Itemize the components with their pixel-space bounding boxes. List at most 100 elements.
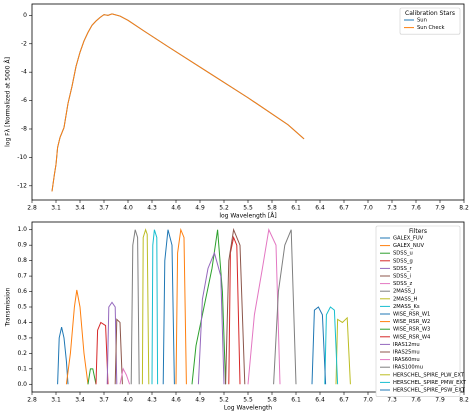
- x-tick-label: 7.9: [435, 205, 445, 212]
- legend-title: Calibration Stars: [405, 10, 455, 17]
- legend-label: SDSS_u: [393, 251, 413, 257]
- x-tick-label: 7.6: [411, 205, 421, 212]
- x-tick-label: 7.9: [435, 397, 445, 404]
- legend-label: HERSCHEL_SPIRE_PSW_EXT: [393, 388, 466, 394]
- legend-label: Sun: [417, 18, 427, 24]
- x-tick-label: 4.6: [171, 205, 181, 212]
- y-tick-label: 1.0: [17, 226, 27, 233]
- legend-label: WISE_RSR_W4: [393, 334, 431, 340]
- y-tick-label: -2: [21, 40, 27, 47]
- series-line: [95, 321, 109, 385]
- x-tick-label: 7.0: [363, 205, 373, 212]
- y-axis-label: log Fλ [Normalized at 5000 Å]: [5, 57, 12, 147]
- x-tick-label: 8.2: [459, 397, 469, 404]
- series-line: [175, 227, 187, 385]
- series-line: [225, 227, 246, 385]
- x-tick-label: 5.8: [267, 397, 277, 404]
- y-tick-label: 0.0: [17, 381, 27, 388]
- y-tick-label: 0: [23, 12, 27, 19]
- x-tick-label: 5.2: [219, 205, 229, 212]
- series-line: [151, 229, 159, 385]
- x-tick-label: 5.5: [243, 397, 253, 404]
- series-line: [324, 306, 339, 385]
- legend-label: SDSS_z: [393, 281, 412, 287]
- series-line: [87, 368, 97, 385]
- x-tick-label: 3.4: [75, 397, 85, 404]
- legend-label: WISE_RSR_W3: [393, 327, 430, 333]
- x-tick-label: 7.0: [363, 397, 373, 404]
- series-line: [51, 13, 305, 192]
- x-tick-label: 7.3: [387, 205, 397, 212]
- legend-label: GALEX_NUV: [393, 243, 425, 249]
- legend-label: IRAS25mu: [393, 350, 420, 356]
- x-tick-label: 6.7: [339, 205, 349, 212]
- y-tick-label: 0.6: [17, 288, 27, 295]
- legend-label: IRAS100mu: [393, 365, 423, 371]
- x-tick-label: 3.7: [99, 205, 109, 212]
- series-line: [65, 289, 89, 385]
- y-axis-label: Transmission: [5, 287, 12, 327]
- y-tick-label: -6: [21, 97, 27, 104]
- series-line: [311, 306, 327, 385]
- plot-frame: [31, 221, 465, 393]
- x-tick-label: 6.7: [339, 397, 349, 404]
- x-tick-label: 4.6: [171, 397, 181, 404]
- x-tick-label: 6.4: [315, 205, 325, 212]
- y-tick-label: -8: [21, 125, 27, 132]
- legend-label: IRAS60mu: [393, 357, 420, 363]
- series-line: [162, 229, 175, 385]
- x-tick-label: 4.9: [195, 205, 205, 212]
- x-tick-label: 6.4: [315, 397, 325, 404]
- legend-label: 2MASS_H: [393, 296, 418, 302]
- legend-label: GALEX_FUV: [393, 236, 424, 242]
- legend-title: Filters: [409, 228, 427, 235]
- y-tick-label: -12: [17, 182, 27, 189]
- series-line: [106, 301, 118, 385]
- y-tick-label: 0.9: [17, 242, 27, 249]
- series-line: [119, 367, 131, 385]
- x-tick-label: 8.2: [459, 205, 469, 212]
- legend-label: SDSS_i: [393, 274, 411, 280]
- legend-box: [375, 225, 461, 397]
- y-tick-label: 0.2: [17, 350, 27, 357]
- series-line: [197, 251, 225, 385]
- series-line: [191, 229, 227, 385]
- x-tick-label: 4.9: [195, 397, 205, 404]
- legend-label: 2MASS_J: [393, 289, 416, 295]
- legend-label: Sun Check: [417, 25, 444, 31]
- y-tick-label: 0.1: [17, 365, 27, 372]
- legend-label: WISE_RSR_W1: [393, 312, 430, 318]
- series-line: [228, 235, 241, 385]
- x-tick-label: 3.7: [99, 397, 109, 404]
- series-line: [57, 326, 69, 385]
- x-tick-label: 3.4: [75, 205, 85, 212]
- x-tick-label: 3.1: [51, 397, 61, 404]
- legend-label: HERSCHEL_SPIRE_PMW_EXT: [393, 380, 467, 386]
- x-tick-label: 2.8: [27, 205, 37, 212]
- plot-frame: [31, 3, 465, 201]
- x-tick-label: 4.3: [147, 205, 157, 212]
- series-line: [51, 13, 305, 192]
- y-tick-label: 0.8: [17, 257, 27, 264]
- series-line: [114, 318, 123, 385]
- x-tick-label: 2.8: [27, 397, 37, 404]
- series-line: [247, 228, 281, 385]
- x-tick-label: 5.2: [219, 397, 229, 404]
- x-tick-label: 3.1: [51, 205, 61, 212]
- y-tick-label: -4: [21, 69, 27, 76]
- legend-label: HERSCHEL_SPIRE_PLW_EXT: [393, 372, 465, 378]
- legend-label: SDSS_g: [393, 258, 413, 264]
- x-tick-label: 4.0: [123, 397, 133, 404]
- x-tick-label: 6.1: [291, 397, 301, 404]
- x-axis-label: Log Wavelength: [224, 405, 272, 412]
- legend-label: WISE_RSR_W2: [393, 319, 430, 325]
- y-tick-label: 0.3: [17, 334, 27, 341]
- series-line: [335, 316, 351, 385]
- y-tick-label: 0.4: [17, 319, 27, 326]
- x-tick-label: 5.5: [243, 205, 253, 212]
- x-tick-label: 4.0: [123, 205, 133, 212]
- y-tick-label: 0.5: [17, 304, 27, 311]
- legend-box: [399, 7, 461, 35]
- x-tick-label: 6.1: [291, 205, 301, 212]
